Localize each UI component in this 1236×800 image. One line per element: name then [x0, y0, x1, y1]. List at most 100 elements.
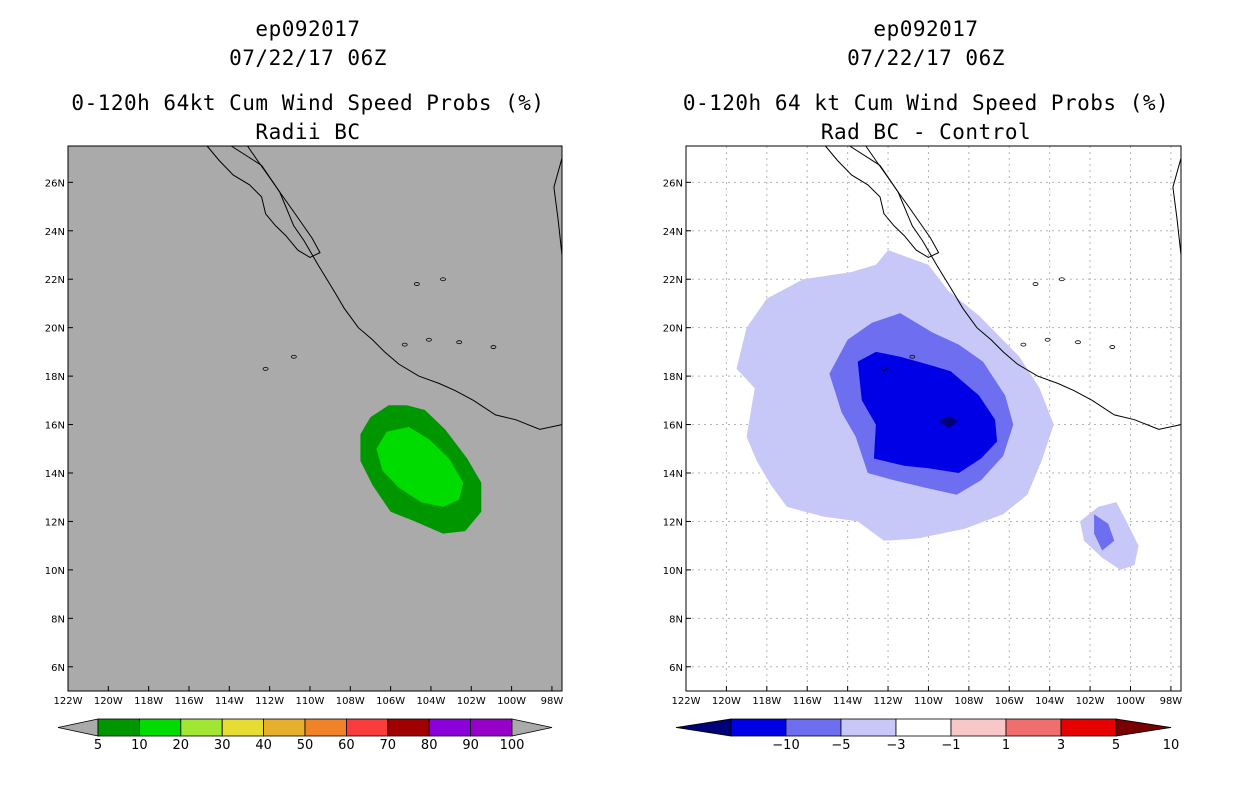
- left-colorbar-swatch: [428, 718, 472, 737]
- left-gulf-coastline: [553, 157, 563, 256]
- right-y-tick-label: 16N: [663, 421, 683, 432]
- left-island: [401, 342, 408, 347]
- right-colorbar-label: −5: [831, 738, 850, 753]
- left-y-tick-label: 16N: [45, 421, 65, 432]
- right-island: [1020, 342, 1027, 347]
- left-colorbar-label: 40: [255, 738, 272, 753]
- right-island: [1109, 345, 1116, 349]
- right-y-tick-label: 6N: [669, 663, 683, 674]
- left-island: [290, 354, 297, 359]
- right-x-tick-label: 118W: [752, 696, 781, 707]
- right-x-tick-label: 106W: [995, 696, 1024, 707]
- left-colorbar-low-arrow: [57, 718, 99, 737]
- right-gulf-coastline: [1172, 157, 1182, 256]
- right-contour--5-to-3-east-: [1094, 514, 1115, 551]
- left-x-tick-label: 104W: [416, 696, 445, 707]
- left-title-date: 07/22/17 06Z: [229, 46, 387, 70]
- left-colorbar-high-arrow: [511, 718, 553, 737]
- right-colorbar-swatch: [1060, 718, 1117, 737]
- right-island: [909, 354, 916, 359]
- right-island: [881, 366, 887, 371]
- left-colorbar-swatch: [221, 718, 264, 737]
- right-title-date: 07/22/17 06Z: [847, 46, 1005, 70]
- left-colorbar-label: 10: [131, 738, 148, 753]
- right-colorbar-swatch: [785, 718, 842, 737]
- right-x-tick-label: 98W: [1160, 696, 1183, 707]
- right-x-tick-label: 102W: [1076, 696, 1105, 707]
- right-x-tick-label: 104W: [1035, 696, 1064, 707]
- right-y-tick-label: 24N: [663, 227, 683, 238]
- left-y-tick-label: 6N: [51, 663, 65, 674]
- left-contour-10-20: [376, 427, 464, 507]
- right-colorbar-swatch: [950, 718, 1007, 737]
- left-island: [440, 277, 446, 282]
- right-baja-coastline: [825, 145, 940, 258]
- left-colorbar-label: 30: [214, 738, 231, 753]
- left-baja-coastline: [206, 145, 321, 258]
- left-x-tick-label: 100W: [497, 696, 526, 707]
- right-x-tick-label: 100W: [1116, 696, 1145, 707]
- right-y-tick-label: 18N: [663, 372, 683, 383]
- right-colorbar-label: −3: [886, 738, 905, 753]
- left-colorbar-label: 90: [462, 738, 479, 753]
- left-colorbar-label: 80: [421, 738, 438, 753]
- left-plot-background: [68, 146, 562, 691]
- left-island: [413, 282, 420, 286]
- left-y-tick-label: 12N: [45, 517, 65, 528]
- right-x-tick-label: 108W: [954, 696, 983, 707]
- left-title-product: 0-120h 64kt Cum Wind Speed Probs (%): [71, 91, 545, 115]
- right-colorbar-swatch: [895, 718, 952, 737]
- right-y-tick-label: 12N: [663, 517, 683, 528]
- left-x-tick-label: 110W: [295, 696, 324, 707]
- right-colorbar-label: 1: [1002, 738, 1010, 753]
- right-island: [1058, 277, 1065, 282]
- left-plot-frame: [67, 145, 563, 692]
- left-colorbar-label: 50: [297, 738, 314, 753]
- right-colorbar-label: 10: [1163, 738, 1180, 753]
- left-y-tick-label: 22N: [45, 275, 65, 286]
- left-coastline: [231, 145, 563, 430]
- right-x-tick-label: 112W: [874, 696, 903, 707]
- left-y-tick-label: 24N: [45, 227, 65, 238]
- left-colorbar-swatch: [345, 718, 389, 737]
- right-y-tick-label: 26N: [663, 178, 683, 189]
- left-island: [456, 340, 463, 345]
- right-colorbar-swatch: [840, 718, 897, 737]
- right-y-tick-label: 14N: [663, 469, 683, 480]
- left-colorbar-swatch: [263, 718, 306, 737]
- right-title-sub: Rad BC - Control: [820, 120, 1032, 144]
- left-island: [262, 366, 269, 371]
- left-colorbar-swatch: [180, 718, 223, 737]
- left-y-tick-label: 8N: [51, 614, 65, 625]
- left-x-tick-label: 98W: [541, 696, 564, 707]
- left-colorbar-swatch: [304, 718, 347, 737]
- left-x-tick-label: 118W: [134, 696, 163, 707]
- right-island: [1032, 282, 1039, 286]
- left-colorbar-label: 100: [500, 738, 525, 753]
- left-colorbar-label: 20: [173, 738, 190, 753]
- left-y-tick-label: 18N: [45, 372, 65, 383]
- left-x-tick-label: 122W: [54, 696, 83, 707]
- left-x-tick-label: 112W: [255, 696, 284, 707]
- right-colorbar-label: 5: [1112, 738, 1120, 753]
- right-coastline: [849, 145, 1182, 430]
- left-x-tick-label: 116W: [174, 696, 203, 707]
- left-colorbar-label: 70: [380, 738, 397, 753]
- right-island: [1044, 337, 1051, 342]
- right-colorbar-label: −10: [772, 738, 799, 753]
- left-x-tick-label: 106W: [376, 696, 405, 707]
- left-x-tick-label: 120W: [94, 696, 123, 707]
- left-y-tick-label: 14N: [45, 469, 65, 480]
- right-x-tick-label: 122W: [672, 696, 701, 707]
- right-colorbar-swatch: [1005, 718, 1062, 737]
- right-colorbar-low-arrow: [675, 718, 732, 737]
- left-x-tick-label: 102W: [457, 696, 486, 707]
- right-plot-frame: [685, 145, 1182, 692]
- right-contour--10-to-5: [857, 351, 998, 473]
- left-y-tick-label: 20N: [45, 324, 65, 335]
- right-contour--10: [938, 416, 959, 429]
- right-colorbar-high-arrow: [1115, 718, 1172, 737]
- right-colorbar-label: 3: [1057, 738, 1065, 753]
- right-y-tick-label: 20N: [663, 324, 683, 335]
